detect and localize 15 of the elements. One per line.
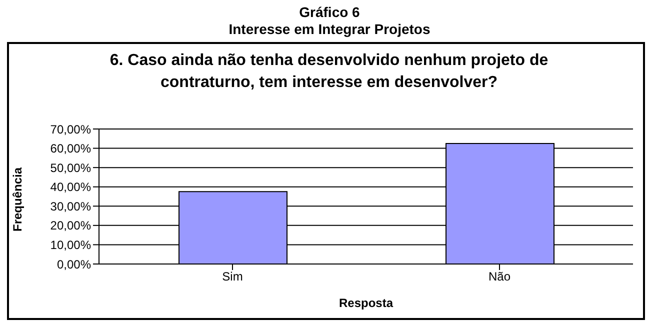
x-axis-title: Resposta <box>338 296 394 310</box>
chart-subtitle: Interesse em Integrar Projetos <box>228 21 432 38</box>
y-tick-label: 0,00% <box>56 257 92 272</box>
x-tick-label: Não <box>488 270 511 284</box>
chart-title: Gráfico 6 <box>298 4 361 21</box>
y-tick-label: 20,00% <box>50 218 92 233</box>
x-tick-label: Sim <box>222 270 243 284</box>
y-tick-label: 50,00% <box>50 160 92 175</box>
y-tick-label: 60,00% <box>50 142 92 156</box>
y-tick-label: 10,00% <box>50 238 92 252</box>
text: 6. Caso ainda não tenha desenvolvido nenhum projeto de contraturno, tem interesse em desenvolver? <box>109 51 549 93</box>
y-tick-label: 30,00% <box>50 199 92 214</box>
y-axis-title: Frequência <box>10 167 24 232</box>
y-tick-label: 40,00% <box>50 180 92 194</box>
y-tick-label: 70,00% <box>50 122 92 136</box>
